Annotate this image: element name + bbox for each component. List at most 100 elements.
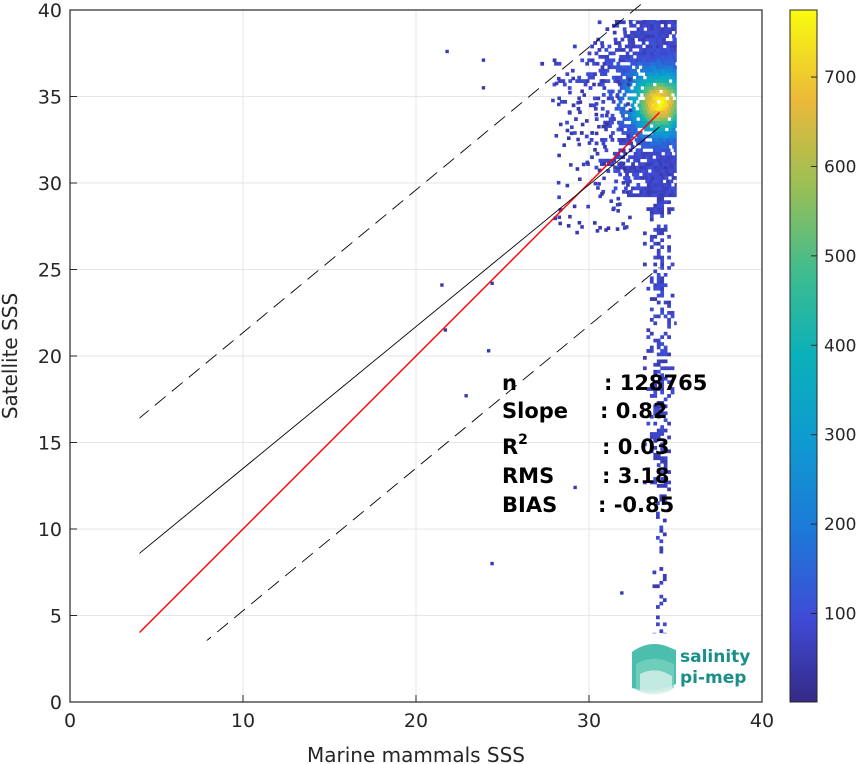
density-cell (662, 138, 666, 142)
density-cell (672, 34, 676, 38)
density-cell (656, 536, 660, 540)
density-cell (566, 129, 570, 133)
density-cell (646, 100, 650, 104)
density-cell (667, 301, 671, 305)
line-lower (132, 183, 762, 702)
density-cell (482, 86, 485, 89)
density-cell (671, 110, 675, 114)
density-cell (653, 283, 657, 287)
density-cell (668, 183, 672, 187)
density-cell (641, 79, 645, 83)
density-cell (620, 591, 623, 594)
density-cell (674, 166, 678, 170)
density-cell (659, 602, 663, 606)
line-identity (70, 10, 762, 702)
density-cell (644, 86, 648, 90)
density-cell (673, 41, 677, 45)
density-cell (664, 449, 668, 453)
density-cell (655, 97, 659, 101)
density-cell (670, 48, 674, 52)
density-cell (557, 154, 561, 158)
density-cell (664, 200, 668, 204)
density-cell (657, 456, 661, 460)
density-cell (622, 141, 626, 145)
density-cell (671, 311, 675, 315)
density-cell (644, 193, 648, 197)
density-cell (646, 335, 650, 339)
density-cell (553, 58, 557, 62)
line-fit (70, 43, 762, 610)
density-cell (603, 121, 607, 125)
density-cell (653, 287, 657, 291)
density-cell (672, 121, 676, 125)
density-cell (626, 102, 630, 106)
density-cell (674, 24, 678, 28)
density-cell (651, 31, 655, 35)
density-cell (643, 93, 647, 97)
density-cell (600, 138, 604, 142)
density-cell (663, 532, 667, 536)
density-cell (656, 41, 660, 45)
density-cell (641, 38, 645, 42)
density-cell (660, 484, 664, 488)
density-cell (657, 24, 661, 28)
density-cell (612, 159, 616, 163)
density-cell (616, 197, 620, 201)
density-cell (657, 124, 661, 128)
density-cell (664, 55, 668, 59)
density-cell (653, 263, 657, 267)
density-cell (659, 498, 663, 502)
density-cell (649, 45, 653, 49)
density-cell (660, 373, 664, 377)
density-cell (659, 41, 663, 45)
density-cell (593, 221, 597, 225)
density-cell (657, 76, 661, 80)
density-cell (671, 263, 675, 267)
density-cell (633, 100, 637, 104)
x-tick-label: 0 (64, 710, 76, 732)
density-cell (650, 141, 654, 145)
density-cell (667, 353, 671, 357)
density-cell (642, 107, 646, 111)
density-cell (630, 193, 634, 197)
density-cell (608, 45, 612, 49)
density-cell (582, 93, 586, 97)
density-cell (673, 90, 677, 94)
density-cell (440, 283, 443, 286)
density-cell (598, 226, 602, 230)
density-cell (661, 135, 665, 139)
density-cell (593, 72, 597, 76)
density-cell (602, 93, 606, 97)
density-cell (623, 93, 627, 97)
density-cell (655, 138, 659, 142)
density-cell (672, 169, 676, 173)
density-cell (618, 65, 622, 69)
density-cell (656, 114, 660, 118)
density-cell (637, 152, 641, 156)
density-cell (650, 449, 654, 453)
density-cell (634, 176, 638, 180)
density-cell (602, 177, 606, 181)
density-cell (639, 124, 643, 128)
density-cell (672, 86, 676, 90)
density-cell (614, 65, 618, 69)
stat-bias-value: : -0.85 (598, 493, 674, 517)
density-cell (627, 193, 631, 197)
density-cell (634, 152, 638, 156)
density-cell (609, 93, 613, 97)
density-cell (651, 110, 655, 114)
density-cell (618, 138, 622, 142)
density-cell (662, 38, 666, 42)
density-cell (638, 79, 642, 83)
density-cell (628, 90, 632, 94)
density-cell (644, 69, 648, 73)
density-cell (673, 65, 677, 69)
density-cell (653, 173, 657, 177)
density-cell (555, 134, 559, 138)
x-tick-label: 20 (404, 710, 428, 732)
density-cell (647, 31, 651, 35)
density-cell (664, 418, 668, 422)
density-cell (660, 266, 664, 270)
density-cell (618, 107, 622, 111)
density-cell (664, 69, 668, 73)
